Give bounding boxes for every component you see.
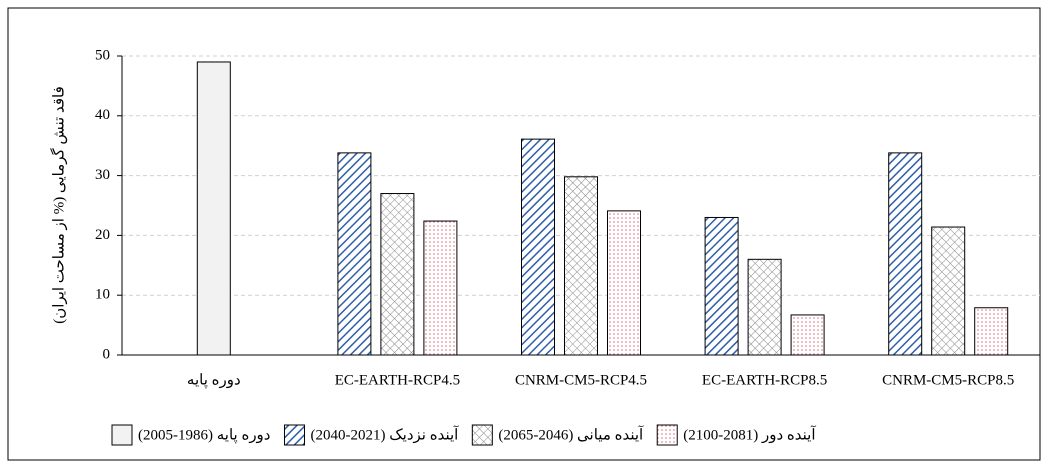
x-tick-label: EC-EARTH-RCP4.5 — [335, 372, 460, 388]
bar — [747, 258, 782, 356]
y-tick-label: 30 — [95, 167, 110, 183]
bar — [888, 152, 923, 356]
legend-swatch — [656, 424, 678, 446]
legend-swatch — [471, 424, 493, 446]
bar — [974, 307, 1009, 356]
y-axis-label: فاقد تنش گرمایی (% از مساحت ایران) — [49, 86, 67, 324]
legend-swatch — [111, 424, 133, 446]
legend-label: آینده دور (2081-2100) — [683, 425, 816, 443]
bar — [931, 226, 966, 356]
bar — [521, 138, 555, 356]
x-tick-label: دوره پایه — [187, 372, 241, 388]
bar — [790, 314, 825, 356]
x-tick-label: CNRM-CM5-RCP8.5 — [882, 372, 1014, 388]
y-tick-label: 50 — [95, 47, 110, 63]
bar — [607, 210, 641, 356]
legend-label: آینده نزدیک (2021-2040) — [310, 425, 459, 443]
y-tick-label: 20 — [95, 227, 110, 243]
bar — [564, 176, 598, 356]
y-tick-label: 10 — [95, 287, 110, 303]
bar — [704, 216, 739, 356]
bar — [337, 152, 372, 356]
bar — [196, 61, 231, 356]
x-tick-label: EC-EARTH-RCP8.5 — [702, 372, 827, 388]
frame — [7, 7, 1041, 461]
bar — [380, 193, 415, 356]
bar — [423, 220, 458, 356]
y-tick-label: 40 — [95, 107, 110, 123]
legend-label: آینده میانی (2046-2065) — [498, 425, 644, 443]
y-tick-label: 0 — [103, 346, 111, 362]
legend-label: دوره پایه (1986-2005) — [138, 427, 270, 443]
x-tick-label: CNRM-CM5-RCP4.5 — [515, 372, 647, 388]
legend-swatch — [283, 424, 305, 446]
